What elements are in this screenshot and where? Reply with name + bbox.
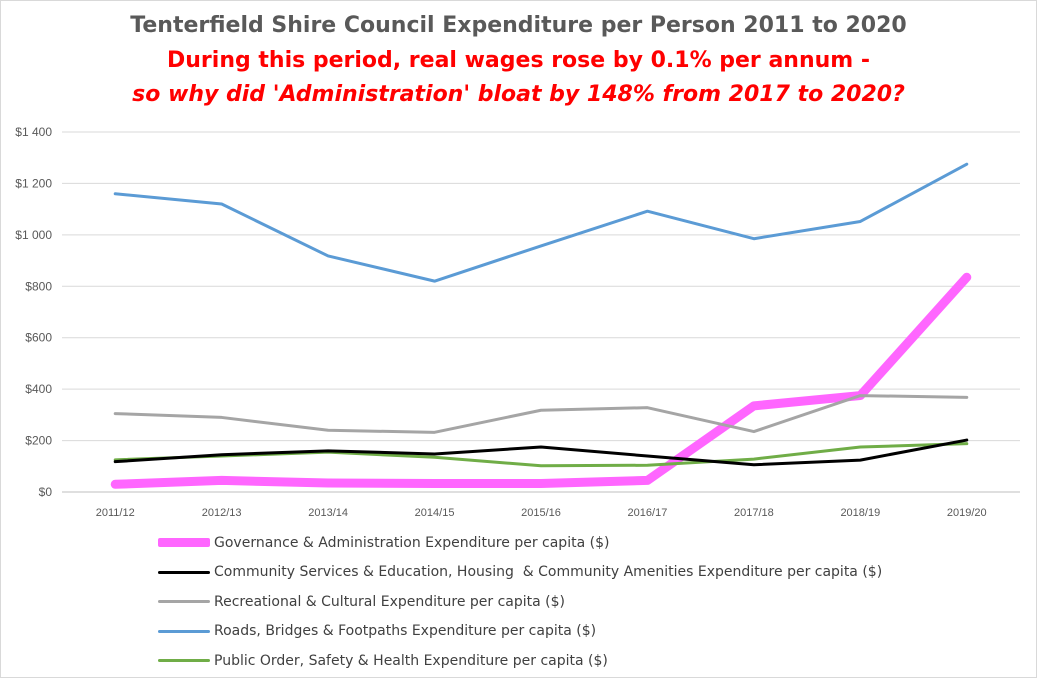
- legend-swatch: [158, 629, 210, 633]
- x-tick-label: 2015/16: [521, 507, 561, 519]
- x-tick-label: 2013/14: [308, 507, 348, 519]
- legend-swatch: [158, 570, 210, 574]
- x-tick-label: 2016/17: [628, 507, 668, 519]
- legend-label: Governance & Administration Expenditure …: [214, 534, 610, 551]
- legend-item: Public Order, Safety & Health Expenditur…: [158, 646, 882, 676]
- x-tick-label: 2019/20: [947, 507, 987, 519]
- series-lines: [110, 162, 972, 489]
- y-tick-label: $0: [39, 485, 53, 499]
- legend-label: Community Services & Education, Housing …: [214, 564, 883, 581]
- legend-label: Recreational & Cultural Expenditure per …: [214, 593, 565, 610]
- chart-subtitle-line-2: so why did 'Administration' bloat by 148…: [132, 82, 905, 107]
- y-tick-label: $200: [25, 434, 52, 448]
- series-line: [113, 162, 969, 283]
- x-tick-label: 2012/13: [202, 507, 242, 519]
- legend-item: Recreational & Cultural Expenditure per …: [158, 587, 882, 617]
- x-tick-label: 2014/15: [415, 507, 455, 519]
- y-tick-label: $600: [25, 331, 52, 345]
- legend-swatch: [158, 600, 210, 604]
- y-tick-label: $1 000: [15, 228, 52, 242]
- y-tick-label: $1 200: [15, 176, 52, 190]
- y-tick-label: $1 400: [15, 125, 52, 139]
- legend-label: Roads, Bridges & Footpaths Expenditure p…: [214, 623, 597, 640]
- legend-item: Community Services & Education, Housing …: [158, 558, 882, 588]
- x-tick-label: 2018/19: [840, 507, 880, 519]
- legend-swatch: [158, 659, 210, 663]
- y-axis-ticks: $0 $200 $400 $600 $800 $1 000 $1 200 $1 400: [15, 125, 52, 499]
- series-line: [113, 438, 969, 467]
- x-axis-ticks: 2011/12 2012/13 2013/14 2014/15 2015/16 2016/…: [96, 507, 987, 519]
- chart-subtitle-line-1: During this period, real wages rose by 0…: [167, 48, 870, 73]
- legend-label: Public Order, Safety & Health Expenditur…: [214, 652, 608, 669]
- legend-item: Governance & Administration Expenditure …: [158, 528, 882, 558]
- x-tick-label: 2011/12: [96, 507, 135, 519]
- y-tick-label: $800: [25, 279, 52, 293]
- gridlines: [62, 131, 1020, 493]
- chart-title: Tenterfield Shire Council Expenditure pe…: [130, 13, 907, 38]
- x-tick-label: 2017/18: [734, 507, 774, 519]
- y-tick-label: $400: [25, 382, 52, 396]
- legend-item: Roads, Bridges & Footpaths Expenditure p…: [158, 617, 882, 647]
- legend: Governance & Administration Expenditure …: [158, 528, 882, 676]
- legend-swatch: [158, 538, 210, 548]
- series-line: [110, 272, 972, 489]
- series-line: [113, 394, 969, 434]
